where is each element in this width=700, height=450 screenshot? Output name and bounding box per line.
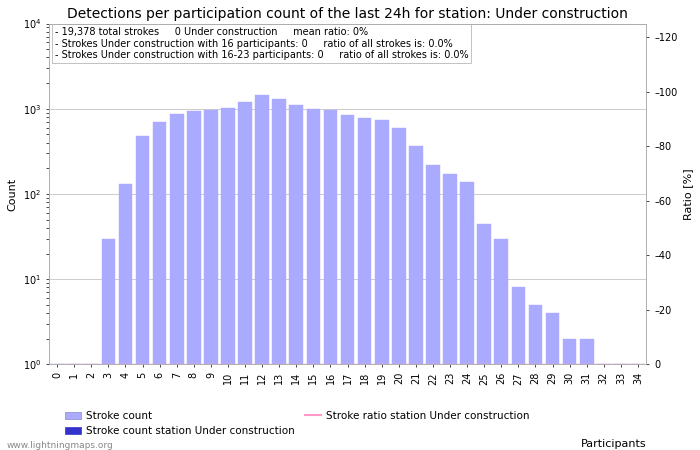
Bar xyxy=(221,108,234,450)
Bar xyxy=(614,364,628,450)
Bar xyxy=(119,184,132,450)
Title: Detections per participation count of the last 24h for station: Under constructi: Detections per participation count of th… xyxy=(67,7,628,21)
Bar xyxy=(170,114,183,450)
Bar xyxy=(597,364,610,450)
Bar xyxy=(631,364,645,450)
Bar xyxy=(307,109,320,450)
Y-axis label: Count: Count xyxy=(7,177,17,211)
Bar xyxy=(494,238,508,450)
Text: - 19,378 total strokes     0 Under construction     mean ratio: 0%
- Strokes Und: - 19,378 total strokes 0 Under construct… xyxy=(55,27,468,60)
Bar xyxy=(204,110,218,450)
Bar xyxy=(323,110,337,450)
Bar xyxy=(409,145,423,450)
Y-axis label: Ratio [%]: Ratio [%] xyxy=(683,168,693,220)
Bar xyxy=(392,128,405,450)
Bar xyxy=(461,181,474,450)
Bar xyxy=(153,122,167,450)
Bar xyxy=(358,118,372,450)
Bar xyxy=(50,364,64,450)
Bar xyxy=(341,115,354,450)
Bar xyxy=(272,99,286,450)
Bar xyxy=(477,224,491,450)
Bar xyxy=(580,339,594,450)
Bar xyxy=(256,95,269,450)
Bar xyxy=(67,364,81,450)
Bar xyxy=(443,174,457,450)
Bar xyxy=(136,136,149,450)
Bar xyxy=(512,288,525,450)
Bar xyxy=(528,305,542,450)
Bar xyxy=(85,364,98,450)
Bar xyxy=(426,165,440,450)
Bar xyxy=(375,120,389,450)
Bar xyxy=(290,105,303,450)
Text: www.lightningmaps.org: www.lightningmaps.org xyxy=(7,441,113,450)
Bar xyxy=(546,313,559,450)
Bar xyxy=(563,339,577,450)
Bar xyxy=(187,112,201,450)
Text: Participants: Participants xyxy=(581,439,647,450)
Bar xyxy=(238,102,252,450)
Legend: Stroke count, Stroke count station Under construction, Stroke ratio station Unde: Stroke count, Stroke count station Under… xyxy=(61,407,534,440)
Bar xyxy=(102,238,116,450)
